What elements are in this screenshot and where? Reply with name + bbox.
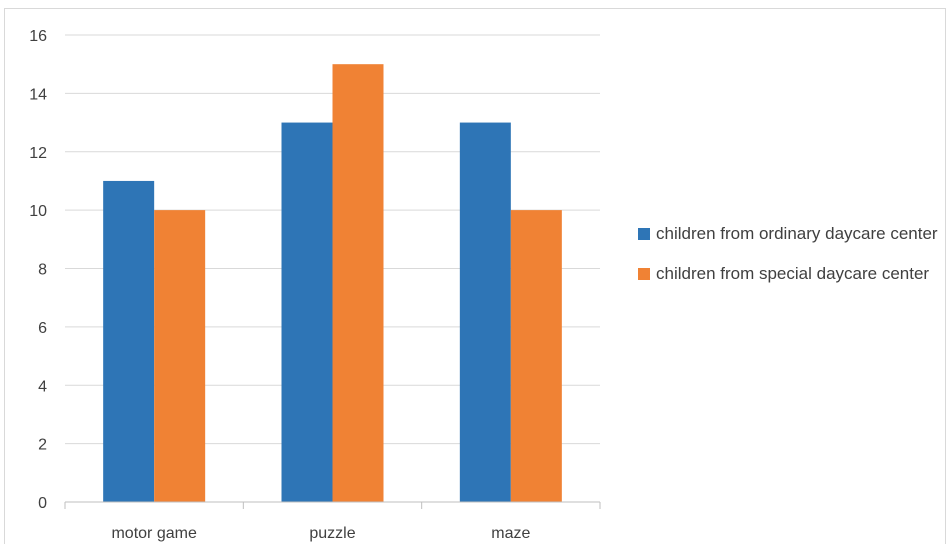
y-tick-label: 6 xyxy=(38,320,47,337)
bar-ordinary xyxy=(281,122,333,502)
y-tick-label: 14 xyxy=(29,86,47,103)
legend-swatch-special xyxy=(638,268,650,280)
y-tick-label: 4 xyxy=(38,378,47,395)
legend-label-ordinary: children from ordinary daycare center xyxy=(656,224,938,243)
legend-label-special: children from special daycare center xyxy=(656,264,930,283)
legend-item-ordinary: children from ordinary daycare center xyxy=(638,222,938,245)
x-tick-label: puzzle xyxy=(309,525,355,542)
bar-special xyxy=(510,210,562,502)
y-tick-label: 10 xyxy=(29,203,47,220)
legend: children from ordinary daycare center ch… xyxy=(638,222,938,302)
x-tick-label: motor game xyxy=(111,525,196,542)
legend-item-special: children from special daycare center xyxy=(638,262,938,285)
x-tick-label: maze xyxy=(491,525,530,542)
bar-ordinary xyxy=(103,180,155,502)
y-tick-label: 0 xyxy=(38,495,47,512)
bar-special xyxy=(154,210,206,502)
x-axis-ticks: motor game puzzle maze xyxy=(111,525,530,542)
y-tick-label: 16 xyxy=(29,28,47,45)
y-tick-label: 2 xyxy=(38,437,47,454)
bar-ordinary xyxy=(459,122,511,502)
x-axis xyxy=(64,501,601,509)
bars xyxy=(103,64,562,502)
y-axis-ticks: 0 2 4 6 8 10 12 14 16 xyxy=(29,28,47,512)
legend-swatch-ordinary xyxy=(638,228,650,240)
y-tick-label: 8 xyxy=(38,262,47,279)
y-tick-label: 12 xyxy=(29,145,47,162)
bar-special xyxy=(332,64,384,502)
